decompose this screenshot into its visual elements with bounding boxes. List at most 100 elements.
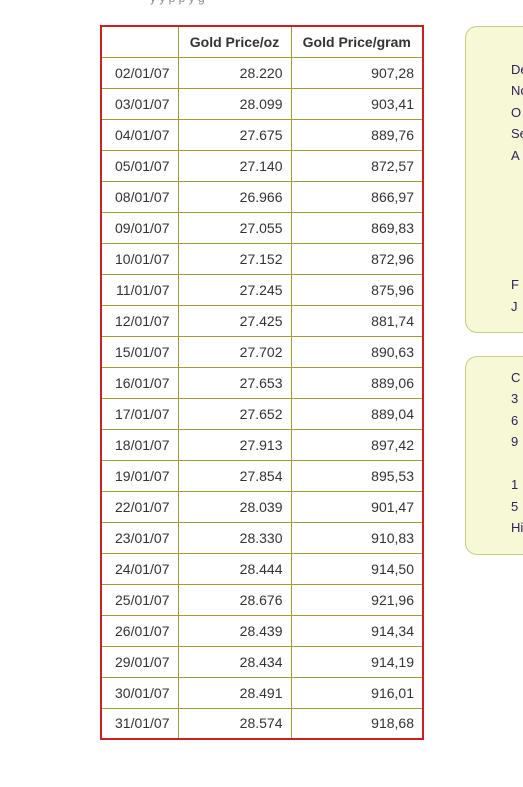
price-oz-cell: 28.330 [177,521,292,554]
table-header-row: Gold Price/oz Gold Price/gram [100,25,424,58]
table-row: 10/01/07 27.152 872,96 [100,242,424,275]
date-cell: 22/01/07 [100,490,179,523]
table-row: 16/01/07 27.653 889,06 [100,366,424,399]
price-oz-cell: 27.854 [177,459,292,492]
table-body: 02/01/07 28.220 907,28 03/01/07 28.099 903,41… [100,56,424,740]
sidebar-period-link[interactable]: 1 [511,477,519,492]
price-gram-cell: 918,68 [290,707,424,740]
table-row: 09/01/07 27.055 869,83 [100,211,424,244]
date-cell: 04/01/07 [100,118,179,151]
sidebar-period-link[interactable]: 9 [511,434,519,449]
date-cell: 29/01/07 [100,645,179,678]
price-gram-cell: 903,41 [290,87,424,120]
date-cell: 24/01/07 [100,552,179,585]
price-oz-cell: 28.491 [177,676,292,709]
price-oz-cell: 28.434 [177,645,292,678]
table-row: 19/01/07 27.854 895,53 [100,459,424,492]
date-cell: 18/01/07 [100,428,179,461]
price-oz-cell: 28.444 [177,552,292,585]
price-gram-cell: 910,83 [290,521,424,554]
date-cell: 02/01/07 [100,56,179,89]
price-oz-cell: 28.099 [177,87,292,120]
price-oz-cell: 28.039 [177,490,292,523]
price-oz-cell: 28.676 [177,583,292,616]
price-oz-cell: 27.653 [177,366,292,399]
date-cell: 08/01/07 [100,180,179,213]
price-oz-cell: 28.439 [177,614,292,647]
header-price-oz: Gold Price/oz [177,25,292,58]
date-cell: 19/01/07 [100,459,179,492]
price-gram-cell: 921,96 [290,583,424,616]
price-oz-cell: 27.675 [177,118,292,151]
sidebar-box-months: De No O Se A FJ [465,26,523,333]
price-gram-cell: 907,28 [290,56,424,89]
sidebar-month-link[interactable]: De [511,62,523,77]
price-gram-cell: 890,63 [290,335,424,368]
price-gram-cell: 889,06 [290,366,424,399]
date-cell: 23/01/07 [100,521,179,554]
sidebar-month-link[interactable]: A [511,148,520,163]
price-oz-cell: 27.055 [177,211,292,244]
price-gram-cell: 914,50 [290,552,424,585]
date-cell: 12/01/07 [100,304,179,337]
table-row: 04/01/07 27.675 889,76 [100,118,424,151]
date-cell: 16/01/07 [100,366,179,399]
price-oz-cell: 28.574 [177,707,292,740]
sidebar-month-link[interactable]: J [511,299,518,314]
price-oz-cell: 28.220 [177,56,292,89]
date-cell: 30/01/07 [100,676,179,709]
table-row: 05/01/07 27.140 872,57 [100,149,424,182]
price-gram-cell: 889,76 [290,118,424,151]
price-gram-cell: 901,47 [290,490,424,523]
date-cell: 15/01/07 [100,335,179,368]
table-row: 22/01/07 28.039 901,47 [100,490,424,523]
price-gram-cell: 897,42 [290,428,424,461]
sidebar-period-link[interactable]: 5 [511,499,519,514]
table-row: 26/01/07 28.439 914,34 [100,614,424,647]
table-row: 30/01/07 28.491 916,01 [100,676,424,709]
price-gram-cell: 881,74 [290,304,424,337]
date-cell: 11/01/07 [100,273,179,306]
price-gram-cell: 916,01 [290,676,424,709]
header-price-gram: Gold Price/gram [290,25,424,58]
price-oz-cell: 27.245 [177,273,292,306]
table-row: 08/01/07 26.966 866,97 [100,180,424,213]
header-date [100,25,179,58]
price-oz-cell: 27.702 [177,335,292,368]
date-cell: 03/01/07 [100,87,179,120]
sidebar-period-link[interactable]: Hi [511,520,523,535]
table-row: 31/01/07 28.574 918,68 [100,707,424,740]
price-gram-cell: 869,83 [290,211,424,244]
table-row: 15/01/07 27.702 890,63 [100,335,424,368]
table-row: 24/01/07 28.444 914,50 [100,552,424,585]
price-gram-cell: 872,57 [290,149,424,182]
sidebar-box-periods: C 3 6 9 1 5 Hi [465,356,523,555]
table-row: 23/01/07 28.330 910,83 [100,521,424,554]
sidebar-month-link[interactable]: Se [511,126,523,141]
price-oz-cell: 27.152 [177,242,292,275]
table-row: 02/01/07 28.220 907,28 [100,56,424,89]
price-oz-cell: 26.966 [177,180,292,213]
price-gram-cell: 872,96 [290,242,424,275]
sidebar-period-link[interactable]: 6 [511,413,519,428]
table-row: 03/01/07 28.099 903,41 [100,87,424,120]
sidebar-month-link[interactable]: O [511,105,522,120]
table-row: 25/01/07 28.676 921,96 [100,583,424,616]
sidebar-month-link[interactable]: No [511,83,523,98]
date-cell: 10/01/07 [100,242,179,275]
table-row: 18/01/07 27.913 897,42 [100,428,424,461]
sidebar-period-link[interactable]: C [511,370,521,385]
price-gram-cell: 914,19 [290,645,424,678]
price-oz-cell: 27.140 [177,149,292,182]
date-cell: 31/01/07 [100,707,179,740]
table-row: 11/01/07 27.245 875,96 [100,273,424,306]
price-gram-cell: 866,97 [290,180,424,213]
sidebar-period-link[interactable]: 3 [511,391,519,406]
date-cell: 25/01/07 [100,583,179,616]
price-oz-cell: 27.652 [177,397,292,430]
price-oz-cell: 27.425 [177,304,292,337]
price-gram-cell: 914,34 [290,614,424,647]
date-cell: 17/01/07 [100,397,179,430]
sidebar-month-link[interactable]: F [511,277,519,292]
